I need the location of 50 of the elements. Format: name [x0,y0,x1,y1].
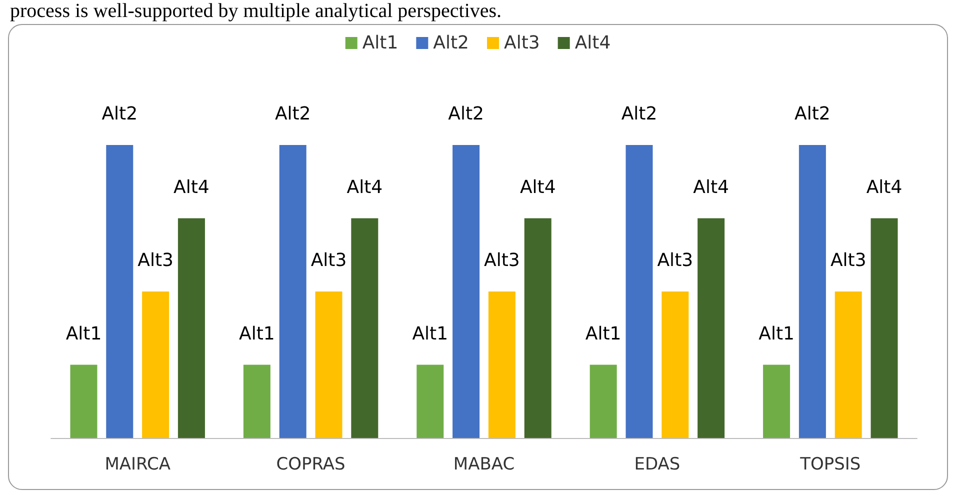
bar [763,364,790,438]
text: Alt4 [866,176,902,198]
bar [798,145,826,438]
text: Alt3 [657,250,694,271]
text: Alt1 [758,323,794,344]
bar [315,292,342,438]
legend-label: Alt4 [574,32,611,54]
x-tick-label: TOPSIS [799,454,861,474]
text: Alt1 [66,323,102,344]
text: Alt4 [520,176,556,198]
bar [870,218,898,438]
legend-label: Alt2 [433,32,470,54]
text: Alt2 [794,104,830,124]
text: Alt2 [448,104,484,124]
legend-label: Alt1 [362,32,398,54]
bar [626,145,653,438]
text: Alt2 [102,104,138,124]
text: Alt1 [239,323,275,344]
bar [524,218,552,438]
x-tick-label: COPRAS [276,454,346,474]
text: Alt1 [412,323,448,344]
text: Alt2 [274,104,311,124]
x-tick-label: MABAC [453,454,515,474]
bar [142,292,170,438]
text: Alt3 [830,250,866,271]
bar [70,364,98,438]
text: Alt4 [693,176,729,198]
x-tick-label: EDAS [634,454,680,474]
bar [452,145,480,438]
text: Alt4 [174,176,210,198]
text: Alt2 [621,104,658,124]
text: Alt3 [310,250,347,271]
text: Alt4 [346,176,383,198]
x-tick-label: MAIRCA [104,454,171,474]
bar [178,218,205,438]
text: Alt3 [138,250,174,271]
bar [416,364,444,438]
bar [243,364,270,438]
text: Alt1 [585,323,622,344]
text: Alt3 [484,250,520,271]
bar [488,292,516,438]
bar [834,292,862,438]
bar [279,145,306,438]
bar [662,292,689,438]
bar [698,218,725,438]
bar [590,364,617,438]
bar [106,145,134,438]
text: process is well-supported by multiple analytical perspectives. [10,0,502,23]
legend-label: Alt3 [504,32,540,54]
bar [351,218,378,438]
